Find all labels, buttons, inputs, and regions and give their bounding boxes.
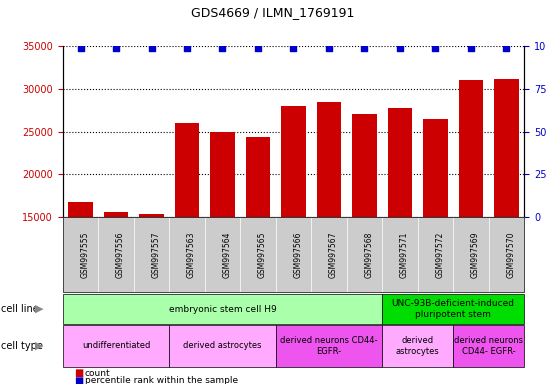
Bar <box>175 123 199 345</box>
Text: count: count <box>85 369 110 378</box>
Text: ■: ■ <box>74 368 83 378</box>
Point <box>360 45 369 51</box>
Point <box>76 45 85 51</box>
Text: GSM997567: GSM997567 <box>329 231 338 278</box>
Text: GSM997565: GSM997565 <box>258 231 267 278</box>
Text: GDS4669 / ILMN_1769191: GDS4669 / ILMN_1769191 <box>191 6 355 19</box>
Bar <box>317 102 341 345</box>
Text: GSM997555: GSM997555 <box>81 231 90 278</box>
Text: cell line: cell line <box>1 304 39 314</box>
Bar <box>388 108 412 345</box>
Point <box>289 45 298 51</box>
Text: GSM997569: GSM997569 <box>471 231 480 278</box>
Point <box>111 45 120 51</box>
Bar <box>459 80 483 345</box>
Point <box>502 45 511 51</box>
Text: undifferentiated: undifferentiated <box>82 341 150 351</box>
Bar <box>423 119 448 345</box>
Text: derived neurons
CD44- EGFR-: derived neurons CD44- EGFR- <box>454 336 523 356</box>
Text: GSM997571: GSM997571 <box>400 231 409 278</box>
Text: GSM997568: GSM997568 <box>365 231 373 278</box>
Bar <box>104 212 128 345</box>
Text: GSM997564: GSM997564 <box>223 231 232 278</box>
Text: ▶: ▶ <box>35 304 44 314</box>
Text: GSM997572: GSM997572 <box>436 231 444 278</box>
Point <box>147 45 156 51</box>
Text: ■: ■ <box>74 376 83 384</box>
Text: derived astrocytes: derived astrocytes <box>183 341 262 351</box>
Text: GSM997563: GSM997563 <box>187 231 196 278</box>
Text: GSM997557: GSM997557 <box>151 231 161 278</box>
Bar <box>281 106 306 345</box>
Bar <box>352 114 377 345</box>
Point <box>182 45 191 51</box>
Text: derived
astrocytes: derived astrocytes <box>396 336 440 356</box>
Bar <box>139 214 164 345</box>
Point <box>218 45 227 51</box>
Bar <box>68 202 93 345</box>
Text: GSM997570: GSM997570 <box>507 231 515 278</box>
Bar <box>210 131 235 345</box>
Text: GSM997566: GSM997566 <box>294 231 302 278</box>
Point <box>466 45 475 51</box>
Text: ▶: ▶ <box>35 341 44 351</box>
Text: GSM997556: GSM997556 <box>116 231 125 278</box>
Bar <box>494 79 519 345</box>
Point <box>395 45 404 51</box>
Text: percentile rank within the sample: percentile rank within the sample <box>85 376 238 384</box>
Point <box>431 45 440 51</box>
Point <box>253 45 263 51</box>
Bar <box>246 137 270 345</box>
Text: embryonic stem cell H9: embryonic stem cell H9 <box>169 305 276 314</box>
Text: derived neurons CD44-
EGFR-: derived neurons CD44- EGFR- <box>280 336 378 356</box>
Text: UNC-93B-deficient-induced
pluripotent stem: UNC-93B-deficient-induced pluripotent st… <box>391 300 515 319</box>
Text: cell type: cell type <box>1 341 43 351</box>
Point <box>324 45 333 51</box>
